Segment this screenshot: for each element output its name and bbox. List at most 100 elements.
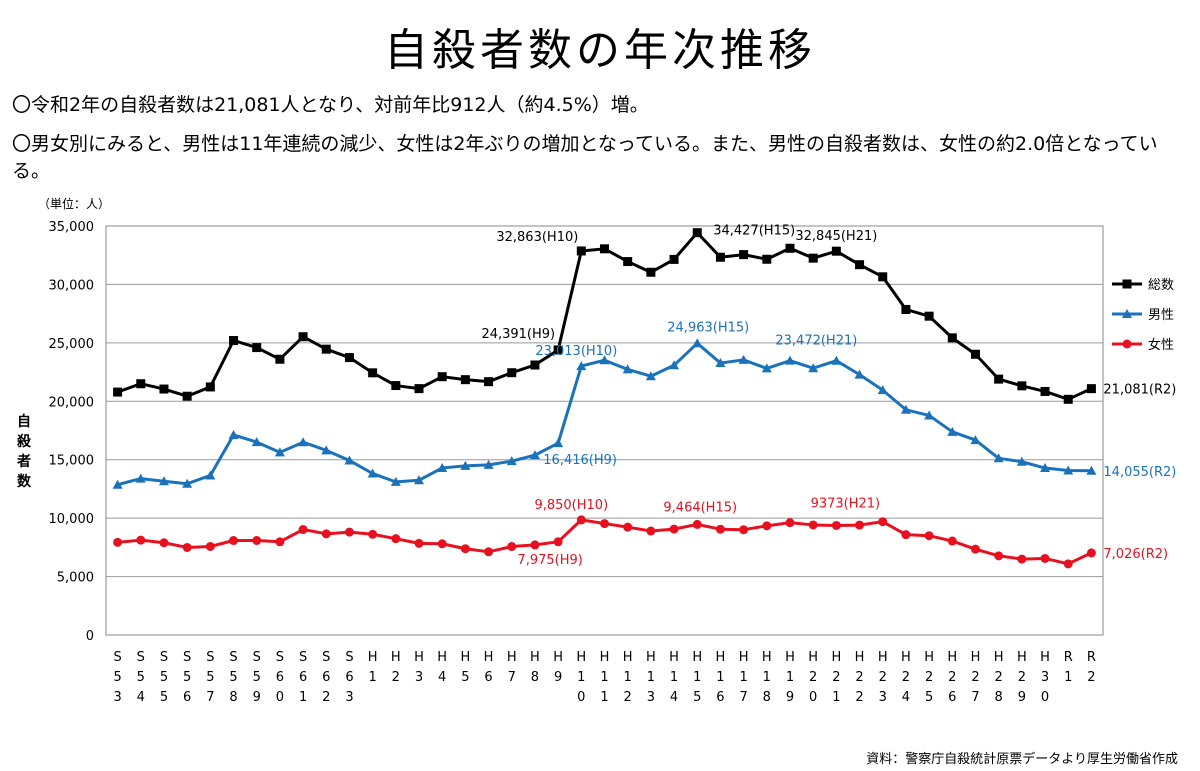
- data-point: [901, 530, 911, 540]
- x-tick-char: 2: [1018, 670, 1026, 685]
- x-tick-char: 2: [948, 670, 956, 685]
- data-point: [669, 524, 679, 534]
- x-tick-label: S 5 8: [229, 650, 237, 705]
- x-tick-char: H: [391, 650, 401, 665]
- data-label: 9,850(H10): [534, 498, 608, 513]
- x-tick-label: S 5 7: [206, 650, 214, 705]
- x-tick-char: H: [623, 650, 633, 665]
- data-point: [414, 475, 425, 485]
- x-tick-label: H 1 3: [646, 650, 656, 705]
- data-point: [785, 243, 795, 253]
- data-label: 16,416(H9): [543, 453, 617, 468]
- x-tick-char: S: [183, 650, 191, 665]
- series-lines: [112, 228, 1097, 569]
- x-tick-char: 1: [739, 670, 747, 685]
- x-tick-char: H: [739, 650, 749, 665]
- data-point: [390, 476, 401, 486]
- data-point: [878, 272, 888, 282]
- data-point: [576, 361, 587, 371]
- data-label: 7,026(R2): [1103, 547, 1168, 562]
- source-note: 資料：警察庁自殺統計原票データより厚生労働省作成: [866, 752, 1178, 767]
- x-tick-char: H: [414, 650, 424, 665]
- data-point: [298, 437, 309, 447]
- y-axis-title: 自殺者数: [17, 414, 31, 490]
- x-tick-char: 1: [624, 670, 632, 685]
- x-tick-label: S 5 6: [183, 650, 191, 705]
- data-point: [229, 536, 239, 546]
- x-tick-char: H: [437, 650, 447, 665]
- series-line: [117, 231, 1093, 401]
- x-tick-label: H 2 6: [947, 650, 957, 705]
- x-tick-char: 5: [693, 690, 701, 705]
- x-tick-char: 1: [716, 670, 724, 685]
- x-tick-char: H: [484, 650, 494, 665]
- data-label: 24,391(H9): [481, 327, 555, 342]
- data-point: [808, 520, 818, 530]
- x-tick-char: H: [692, 650, 702, 665]
- data-point: [622, 364, 633, 374]
- gridlines: [106, 283, 1103, 578]
- data-label: 34,427(H15): [713, 224, 795, 239]
- data-point: [182, 478, 193, 488]
- x-tick-char: H: [947, 650, 957, 665]
- data-point: [182, 542, 192, 552]
- x-tick-char: 2: [832, 670, 840, 685]
- x-tick-label: H3: [414, 650, 424, 685]
- x-tick-char: 7: [508, 670, 516, 685]
- x-tick-label: R2: [1087, 650, 1096, 685]
- x-tick-char: 8: [763, 690, 771, 705]
- x-tick-char: H: [576, 650, 586, 665]
- plot-area-border: [105, 225, 1104, 636]
- x-tick-label: H9: [553, 650, 563, 685]
- data-point: [854, 369, 865, 379]
- x-tick-char: S: [137, 650, 145, 665]
- data-point: [274, 447, 285, 457]
- data-point: [1086, 465, 1097, 475]
- x-tick-char: 1: [763, 670, 771, 685]
- data-point: [553, 537, 563, 547]
- x-tick-label: S 5 5: [160, 650, 168, 705]
- x-tick-char: S: [299, 650, 307, 665]
- x-tick-label: H 1 1: [600, 650, 610, 705]
- data-label: 24,963(H15): [667, 320, 749, 335]
- x-tick-char: 7: [206, 690, 214, 705]
- x-tick-char: 1: [368, 670, 376, 685]
- data-point: [205, 382, 215, 392]
- data-point: [553, 345, 563, 355]
- data-point: [321, 445, 332, 455]
- data-point: [275, 354, 285, 364]
- x-tick-char: 1: [832, 690, 840, 705]
- x-tick-char: 2: [855, 690, 863, 705]
- data-point: [437, 372, 447, 382]
- x-tick-char: 1: [1064, 670, 1072, 685]
- x-tick-char: 1: [600, 690, 608, 705]
- data-point: [646, 267, 656, 277]
- x-tick-char: 5: [461, 670, 469, 685]
- data-point: [901, 304, 911, 314]
- x-tick-char: 8: [229, 690, 237, 705]
- x-tick-char: 6: [183, 690, 191, 705]
- x-tick-char: 3: [113, 690, 121, 705]
- data-point: [994, 374, 1004, 384]
- x-tick-char: R: [1064, 650, 1073, 665]
- x-tick-label: R1: [1064, 650, 1073, 685]
- data-point: [1063, 559, 1073, 569]
- unit-label: （単位：人）: [38, 196, 110, 211]
- x-tick-char: 6: [276, 670, 284, 685]
- x-tick-label: S 6 1: [299, 650, 307, 705]
- x-tick-label: H2: [391, 650, 401, 685]
- x-tick-char: 0: [809, 690, 817, 705]
- data-point: [878, 517, 888, 527]
- data-point: [507, 368, 517, 378]
- data-point: [623, 522, 633, 532]
- x-tick-label: H4: [437, 650, 447, 685]
- x-tick-char: S: [206, 650, 214, 665]
- x-tick-char: 9: [786, 690, 794, 705]
- legend-label: 女性: [1148, 337, 1174, 353]
- x-tick-char: 4: [902, 690, 910, 705]
- page-title: 自殺者数の年次推移: [384, 25, 816, 76]
- x-tick-label: H 2 4: [901, 650, 911, 705]
- data-point: [831, 246, 841, 256]
- data-point: [112, 479, 123, 489]
- x-tick-char: S: [276, 650, 284, 665]
